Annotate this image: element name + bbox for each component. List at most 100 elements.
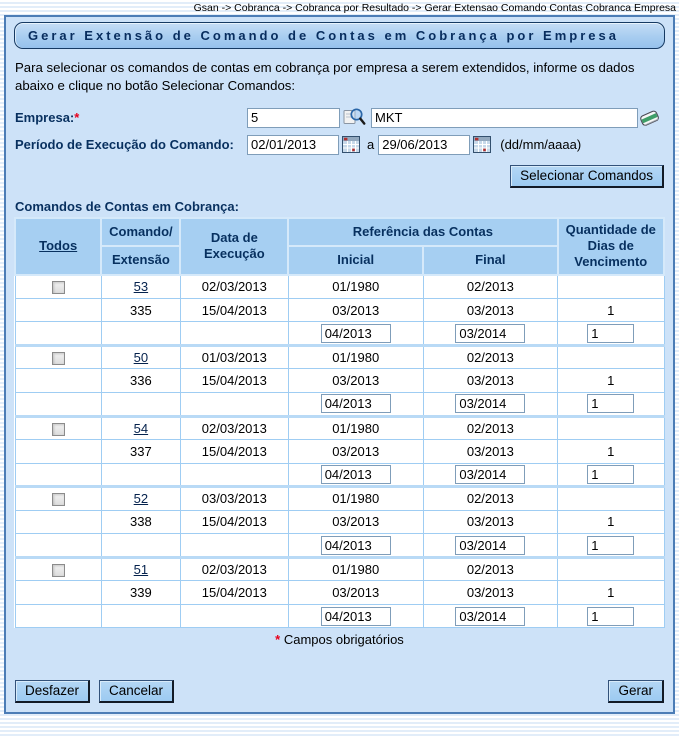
cell-inicial: 03/2013	[287, 439, 424, 464]
cell-inicial: 03/2013	[287, 509, 424, 535]
cell-extensao: 337	[100, 439, 181, 464]
cell-final: 03/2013	[422, 509, 559, 535]
empresa-label: Empresa:*	[15, 109, 80, 125]
cell-inicial: 01/1980	[287, 485, 424, 511]
cell-inicial: 03/2013	[287, 580, 424, 605]
empresa-nome-field	[371, 107, 638, 128]
table-row: 53 02/03/2013 01/1980 02/2013	[14, 274, 665, 299]
cell-data-execucao: 02/03/2013	[179, 274, 289, 299]
column-header-referencia: Referência das Contas	[287, 216, 559, 248]
table-row: 54 02/03/2013 01/1980 02/2013	[14, 414, 665, 441]
referencia-final-input[interactable]	[455, 535, 526, 555]
select-comando-checkbox[interactable]	[51, 493, 65, 507]
column-header-todos: Todos	[13, 216, 103, 276]
table-row: 51 02/03/2013 01/1980 02/2013	[14, 555, 665, 582]
cell-inicial: 03/2013	[287, 297, 424, 323]
cell-data-execucao: 15/04/2013	[179, 580, 289, 605]
referencia-inicial-input[interactable]	[320, 394, 391, 414]
column-header-inicial: Inicial	[287, 245, 425, 276]
cell-data-execucao: 02/03/2013	[179, 414, 289, 441]
table-row: 339 15/04/2013 03/2013 03/2013 1	[14, 580, 665, 605]
referencia-inicial-input[interactable]	[320, 323, 391, 343]
cell-dias: 1	[557, 439, 665, 464]
comando-link[interactable]: 53	[133, 279, 149, 295]
select-comando-checkbox[interactable]	[51, 352, 65, 366]
empresa-row: Empresa:*	[15, 107, 664, 129]
cell-inicial: 01/1980	[287, 414, 424, 441]
periodo-row: Período de Execução do Comando: a	[15, 134, 664, 155]
cell-final: 02/2013	[422, 274, 559, 299]
select-comando-checkbox[interactable]	[51, 564, 65, 578]
cell-extensao: 335	[100, 297, 181, 323]
table-input-row	[14, 321, 665, 346]
cell-final: 02/2013	[422, 343, 559, 370]
todos-link[interactable]: Todos	[39, 238, 78, 254]
comando-link[interactable]: 52	[133, 491, 149, 507]
column-header-final: Final	[422, 245, 559, 276]
cell-data-execucao: 03/03/2013	[179, 485, 289, 511]
cell-todos	[14, 485, 102, 511]
dias-vencimento-input[interactable]	[587, 606, 635, 626]
cell-dias	[557, 343, 665, 370]
referencia-inicial-input[interactable]	[320, 535, 391, 555]
periodo-fim-input[interactable]	[378, 134, 471, 155]
cell-extensao: 336	[100, 368, 181, 393]
cell-comando: 51	[100, 555, 181, 582]
cell-dias	[557, 485, 665, 511]
select-comando-checkbox[interactable]	[51, 281, 65, 295]
cell-extensao: 338	[100, 509, 181, 535]
table-row: 50 01/03/2013 01/1980 02/2013	[14, 343, 665, 370]
cell-todos	[14, 414, 102, 441]
empresa-code-input[interactable]	[247, 107, 340, 128]
cell-final: 02/2013	[422, 414, 559, 441]
cell-dias	[557, 274, 665, 299]
table-row: 335 15/04/2013 03/2013 03/2013 1	[14, 297, 665, 323]
dias-vencimento-input[interactable]	[587, 394, 635, 414]
referencia-final-input[interactable]	[455, 606, 526, 626]
referencia-final-input[interactable]	[455, 394, 526, 414]
desfazer-button[interactable]: Desfazer	[15, 680, 91, 703]
cell-extensao: 339	[100, 580, 181, 605]
cell-dias: 1	[557, 509, 665, 535]
dias-vencimento-input[interactable]	[587, 535, 635, 555]
cell-dias: 1	[557, 297, 665, 323]
dias-vencimento-input[interactable]	[587, 464, 635, 484]
referencia-final-input[interactable]	[455, 464, 526, 484]
select-comando-checkbox[interactable]	[51, 422, 65, 436]
column-header-comando: Comando/	[100, 216, 182, 248]
cell-data-execucao: 15/04/2013	[179, 368, 289, 393]
cell-data-execucao: 15/04/2013	[179, 297, 289, 323]
referencia-inicial-input[interactable]	[320, 464, 391, 484]
cell-final: 02/2013	[422, 485, 559, 511]
selecionar-comandos-button[interactable]: Selecionar Comandos	[510, 164, 664, 188]
calendar-fim-icon[interactable]	[473, 136, 492, 154]
comando-link[interactable]: 50	[133, 350, 149, 366]
required-asterisk: *	[74, 109, 80, 125]
table-row: 52 03/03/2013 01/1980 02/2013	[14, 485, 665, 511]
cell-final: 03/2013	[422, 439, 559, 464]
clear-empresa-eraser-icon[interactable]	[638, 107, 662, 129]
table-input-row	[14, 462, 665, 488]
periodo-inicio-input[interactable]	[247, 134, 339, 155]
referencia-final-input[interactable]	[455, 323, 526, 343]
cancelar-button[interactable]: Cancelar	[99, 680, 175, 703]
referencia-inicial-input[interactable]	[320, 606, 391, 626]
cell-final: 03/2013	[422, 368, 559, 393]
cell-final: 03/2013	[422, 580, 559, 605]
calendar-inicio-icon[interactable]	[342, 136, 360, 154]
selecionar-row: Selecionar Comandos	[15, 164, 664, 188]
dias-vencimento-input[interactable]	[587, 323, 635, 343]
bottom-button-bar: Desfazer Cancelar Gerar	[14, 680, 665, 704]
gerar-button[interactable]: Gerar	[608, 680, 664, 703]
cell-comando: 53	[100, 274, 181, 299]
comando-link[interactable]: 54	[133, 420, 149, 436]
empresa-search-icon[interactable]	[343, 107, 366, 128]
table-row: 336 15/04/2013 03/2013 03/2013 1	[14, 368, 665, 393]
comando-link[interactable]: 51	[133, 562, 149, 578]
cell-final: 02/2013	[422, 555, 559, 582]
table-row: 337 15/04/2013 03/2013 03/2013 1	[14, 439, 665, 464]
table-input-row	[14, 533, 665, 558]
cell-inicial: 01/1980	[287, 274, 424, 299]
cell-comando: 54	[100, 414, 181, 441]
